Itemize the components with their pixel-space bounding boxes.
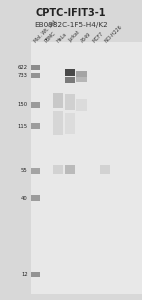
Text: A549: A549 <box>80 31 92 44</box>
FancyBboxPatch shape <box>31 102 40 108</box>
Text: Jurkat: Jurkat <box>68 30 81 44</box>
FancyBboxPatch shape <box>65 76 75 82</box>
FancyBboxPatch shape <box>76 70 87 76</box>
Text: 12: 12 <box>21 272 28 277</box>
FancyBboxPatch shape <box>100 165 110 174</box>
FancyBboxPatch shape <box>31 73 40 78</box>
FancyBboxPatch shape <box>31 123 40 129</box>
FancyBboxPatch shape <box>65 112 75 134</box>
FancyBboxPatch shape <box>65 165 75 174</box>
Text: Mol. Wt. Std.: Mol. Wt. Std. <box>33 18 58 44</box>
FancyBboxPatch shape <box>53 93 63 108</box>
Text: CPTC-IFIT3-1: CPTC-IFIT3-1 <box>36 8 106 19</box>
Text: NCI-H226: NCI-H226 <box>104 24 123 44</box>
Text: HeLa: HeLa <box>55 32 67 44</box>
FancyBboxPatch shape <box>53 165 63 174</box>
Text: 733: 733 <box>18 73 28 78</box>
FancyBboxPatch shape <box>65 94 75 110</box>
Text: 40: 40 <box>21 196 28 200</box>
FancyBboxPatch shape <box>31 65 40 70</box>
FancyBboxPatch shape <box>76 77 87 82</box>
Text: 115: 115 <box>18 124 28 128</box>
Text: EB0982C-1F5-H4/K2: EB0982C-1F5-H4/K2 <box>34 22 108 28</box>
FancyBboxPatch shape <box>31 195 40 201</box>
Text: PBMC: PBMC <box>44 30 57 44</box>
Text: 55: 55 <box>21 169 28 173</box>
Text: 150: 150 <box>18 103 28 107</box>
Text: 622: 622 <box>18 65 28 70</box>
FancyBboxPatch shape <box>53 111 63 135</box>
FancyBboxPatch shape <box>31 168 40 174</box>
Text: MCF7: MCF7 <box>92 31 105 44</box>
FancyBboxPatch shape <box>31 42 142 294</box>
FancyBboxPatch shape <box>65 69 75 76</box>
FancyBboxPatch shape <box>76 99 87 111</box>
FancyBboxPatch shape <box>31 272 40 277</box>
